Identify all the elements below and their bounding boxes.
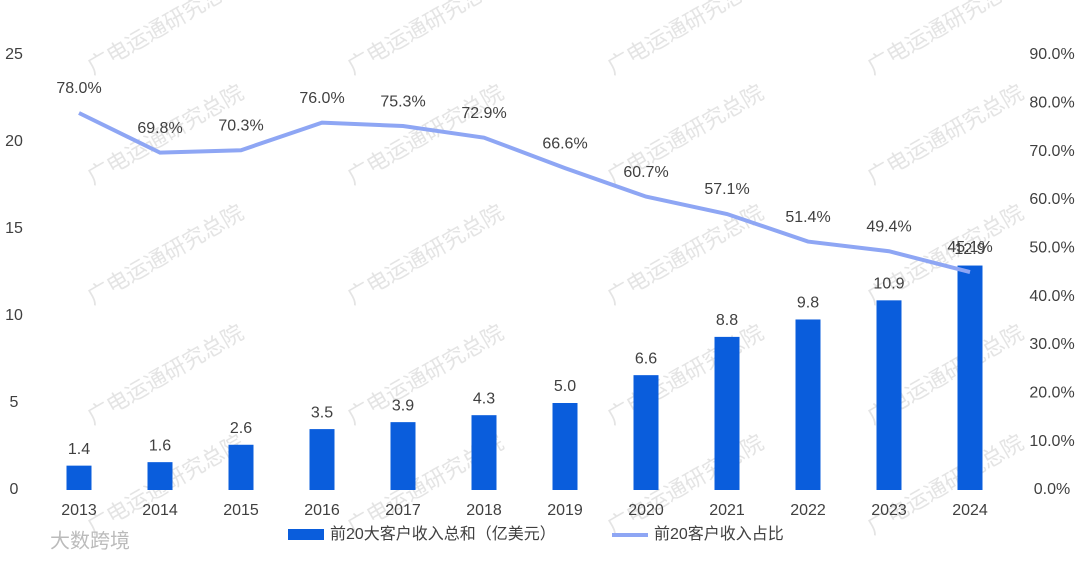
y-tick-label: 5: [10, 394, 19, 411]
watermark: 广电运通研究总院: [343, 0, 508, 79]
bar-value-label: 9.8: [797, 295, 819, 312]
watermark: 广电运通研究总院: [863, 80, 1028, 190]
bar-value-label: 1.6: [149, 437, 171, 454]
x-tick-label: 2016: [304, 502, 340, 519]
bar-value-label: 10.9: [873, 276, 904, 293]
bar-value-label: 2.6: [230, 420, 252, 437]
line: [78, 111, 971, 274]
x-tick-label: 2019: [547, 502, 583, 519]
line-value-label: 75.3%: [380, 93, 425, 110]
y-tick-label: 20: [5, 133, 23, 150]
line-value-label: 49.4%: [866, 218, 911, 235]
bar: [876, 300, 902, 490]
x-tick-label: 2015: [223, 502, 259, 519]
x-tick-label: 2017: [385, 502, 421, 519]
watermark: 广电运通研究总院: [603, 0, 768, 79]
bar-value-label: 1.4: [68, 441, 90, 458]
y2-tick-label: 90.0%: [1029, 46, 1074, 63]
legend-swatch: [288, 529, 324, 540]
x-tick-label: 2022: [790, 502, 826, 519]
watermark: 广电运通研究总院: [603, 320, 768, 430]
watermark: 广电运通研究总院: [83, 320, 248, 430]
bar: [309, 429, 335, 490]
watermark: 广电运通研究总院: [603, 430, 768, 540]
bar: [147, 462, 173, 490]
watermark: 广电运通研究总院: [343, 200, 508, 310]
line-value-label: 45.1%: [947, 239, 992, 256]
line-value-label: 76.0%: [299, 90, 344, 107]
y2-tick-label: 60.0%: [1029, 191, 1074, 208]
bar: [957, 265, 983, 490]
bar-value-label: 3.5: [311, 404, 333, 421]
bar: [228, 444, 254, 490]
bar-value-label: 12.9: [954, 241, 985, 258]
watermark: 广电运通研究总院: [83, 0, 248, 79]
watermark: 广电运通研究总院: [83, 200, 248, 310]
bar: [66, 465, 92, 490]
y-tick-label: 25: [5, 46, 23, 63]
x-tick-label: 2013: [61, 502, 97, 519]
y2-tick-label: 10.0%: [1029, 433, 1074, 450]
watermark: 广电运通研究总院: [603, 200, 768, 310]
x-tick-label: 2024: [952, 502, 988, 519]
line-value-label: 60.7%: [623, 164, 668, 181]
legend-label: 前20大客户收入总和（亿美元）: [330, 525, 556, 543]
y2-tick-label: 40.0%: [1029, 288, 1074, 305]
bar: [633, 375, 659, 490]
bar-value-label: 3.9: [392, 397, 414, 414]
watermark: 广电运通研究总院: [343, 320, 508, 430]
bar: [471, 415, 497, 490]
line-value-label: 57.1%: [704, 181, 749, 198]
y2-tick-label: 80.0%: [1029, 95, 1074, 112]
bar: [390, 422, 416, 490]
y2-tick-label: 50.0%: [1029, 240, 1074, 257]
bar-value-label: 5.0: [554, 378, 576, 395]
y2-tick-label: 70.0%: [1029, 143, 1074, 160]
y2-tick-label: 0.0%: [1034, 481, 1070, 498]
line-value-label: 66.6%: [542, 135, 587, 152]
logo: 大数跨境: [50, 529, 130, 552]
x-tick-label: 2014: [142, 502, 178, 519]
y-tick-label: 15: [5, 220, 23, 237]
bar-value-label: 8.8: [716, 312, 738, 329]
bar-value-label: 6.6: [635, 350, 657, 367]
bar: [714, 336, 740, 490]
legend-label: 前20客户收入占比: [654, 525, 784, 543]
x-tick-label: 2020: [628, 502, 664, 519]
line-value-label: 78.0%: [56, 80, 101, 97]
bar: [552, 403, 578, 490]
y-tick-label: 10: [5, 307, 23, 324]
line-value-label: 51.4%: [785, 209, 830, 226]
line-value-label: 69.8%: [137, 120, 182, 137]
line-value-label: 70.3%: [218, 117, 263, 134]
watermark: 广电运通研究总院: [863, 0, 1028, 79]
y2-tick-label: 20.0%: [1029, 385, 1074, 402]
watermark: 广电运通研究总院: [863, 200, 1028, 310]
y-tick-label: 0: [10, 481, 19, 498]
x-tick-label: 2023: [871, 502, 907, 519]
bar: [795, 319, 821, 490]
x-tick-label: 2018: [466, 502, 502, 519]
x-tick-label: 2021: [709, 502, 745, 519]
line-value-label: 72.9%: [461, 105, 506, 122]
bar-value-label: 4.3: [473, 390, 495, 407]
y2-tick-label: 30.0%: [1029, 336, 1074, 353]
